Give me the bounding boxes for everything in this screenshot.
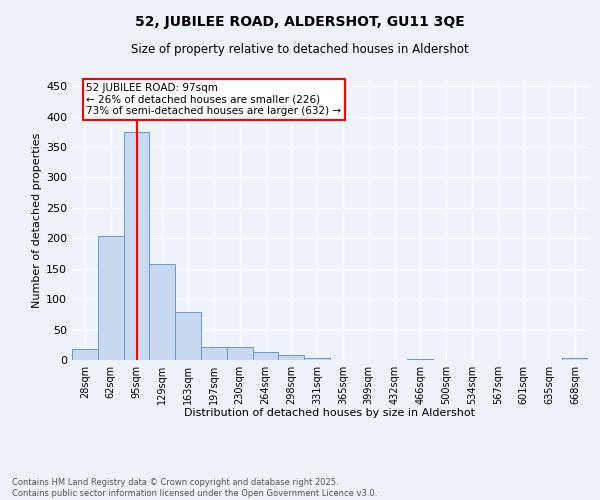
Bar xyxy=(227,347,253,360)
Text: Contains HM Land Registry data © Crown copyright and database right 2025.
Contai: Contains HM Land Registry data © Crown c… xyxy=(12,478,377,498)
Bar xyxy=(304,358,330,360)
Bar xyxy=(124,132,149,360)
Bar xyxy=(72,349,98,360)
Bar xyxy=(98,236,124,360)
Bar xyxy=(253,352,278,360)
Text: Size of property relative to detached houses in Aldershot: Size of property relative to detached ho… xyxy=(131,42,469,56)
X-axis label: Distribution of detached houses by size in Aldershot: Distribution of detached houses by size … xyxy=(185,408,476,418)
Bar xyxy=(562,358,588,360)
Bar xyxy=(278,355,304,360)
Bar xyxy=(149,264,175,360)
Bar xyxy=(201,347,227,360)
Y-axis label: Number of detached properties: Number of detached properties xyxy=(32,132,42,308)
Text: 52, JUBILEE ROAD, ALDERSHOT, GU11 3QE: 52, JUBILEE ROAD, ALDERSHOT, GU11 3QE xyxy=(135,15,465,29)
Text: 52 JUBILEE ROAD: 97sqm
← 26% of detached houses are smaller (226)
73% of semi-de: 52 JUBILEE ROAD: 97sqm ← 26% of detached… xyxy=(86,83,341,116)
Bar xyxy=(175,312,201,360)
